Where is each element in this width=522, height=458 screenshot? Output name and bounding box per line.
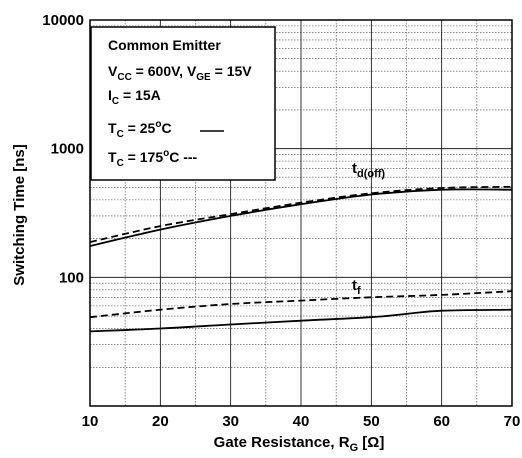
x-tick-label: 10 [82, 413, 99, 430]
legend: Common Emitter VCC = 600V, VGE = 15V IC … [90, 26, 276, 181]
td-off-175c-line [89, 185, 513, 243]
legend-line-5: TC = 175oC --- [108, 148, 198, 169]
tf-175c-line [89, 290, 513, 319]
td-off-25c-line [89, 188, 513, 247]
x-tick-label: 60 [433, 413, 450, 430]
plot-frame [89, 19, 513, 407]
x-tick-label: 30 [222, 413, 239, 430]
y-tick-label: 10000 [42, 12, 84, 29]
x-tick-label: 50 [363, 413, 380, 430]
tick-labels: 10 20 30 40 50 60 70 100 1000 10000 [42, 12, 520, 430]
x-axis-label: Gate Resistance, RG [Ω] [214, 434, 385, 454]
x-tick-label: 40 [293, 413, 310, 430]
annotation-td-off: td(off) [352, 160, 385, 180]
grid [90, 20, 512, 406]
legend-box [90, 26, 276, 181]
legend-line-4: TC = 25oC [108, 119, 172, 140]
tf-25c-line [89, 308, 513, 333]
legend-line-1: Common Emitter [108, 37, 221, 53]
y-tick-label: 100 [59, 269, 84, 286]
legend-line-3: IC = 15A [108, 87, 161, 107]
x-tick-label: 70 [504, 413, 521, 430]
y-axis-label: Switching Time [ns] [11, 144, 28, 285]
series-lines [89, 185, 513, 333]
x-tick-label: 20 [152, 413, 169, 430]
legend-line-2: VCC = 600V, VGE = 15V [108, 63, 252, 83]
annotation-tf: tf [352, 277, 361, 297]
y-tick-label: 1000 [51, 141, 84, 158]
